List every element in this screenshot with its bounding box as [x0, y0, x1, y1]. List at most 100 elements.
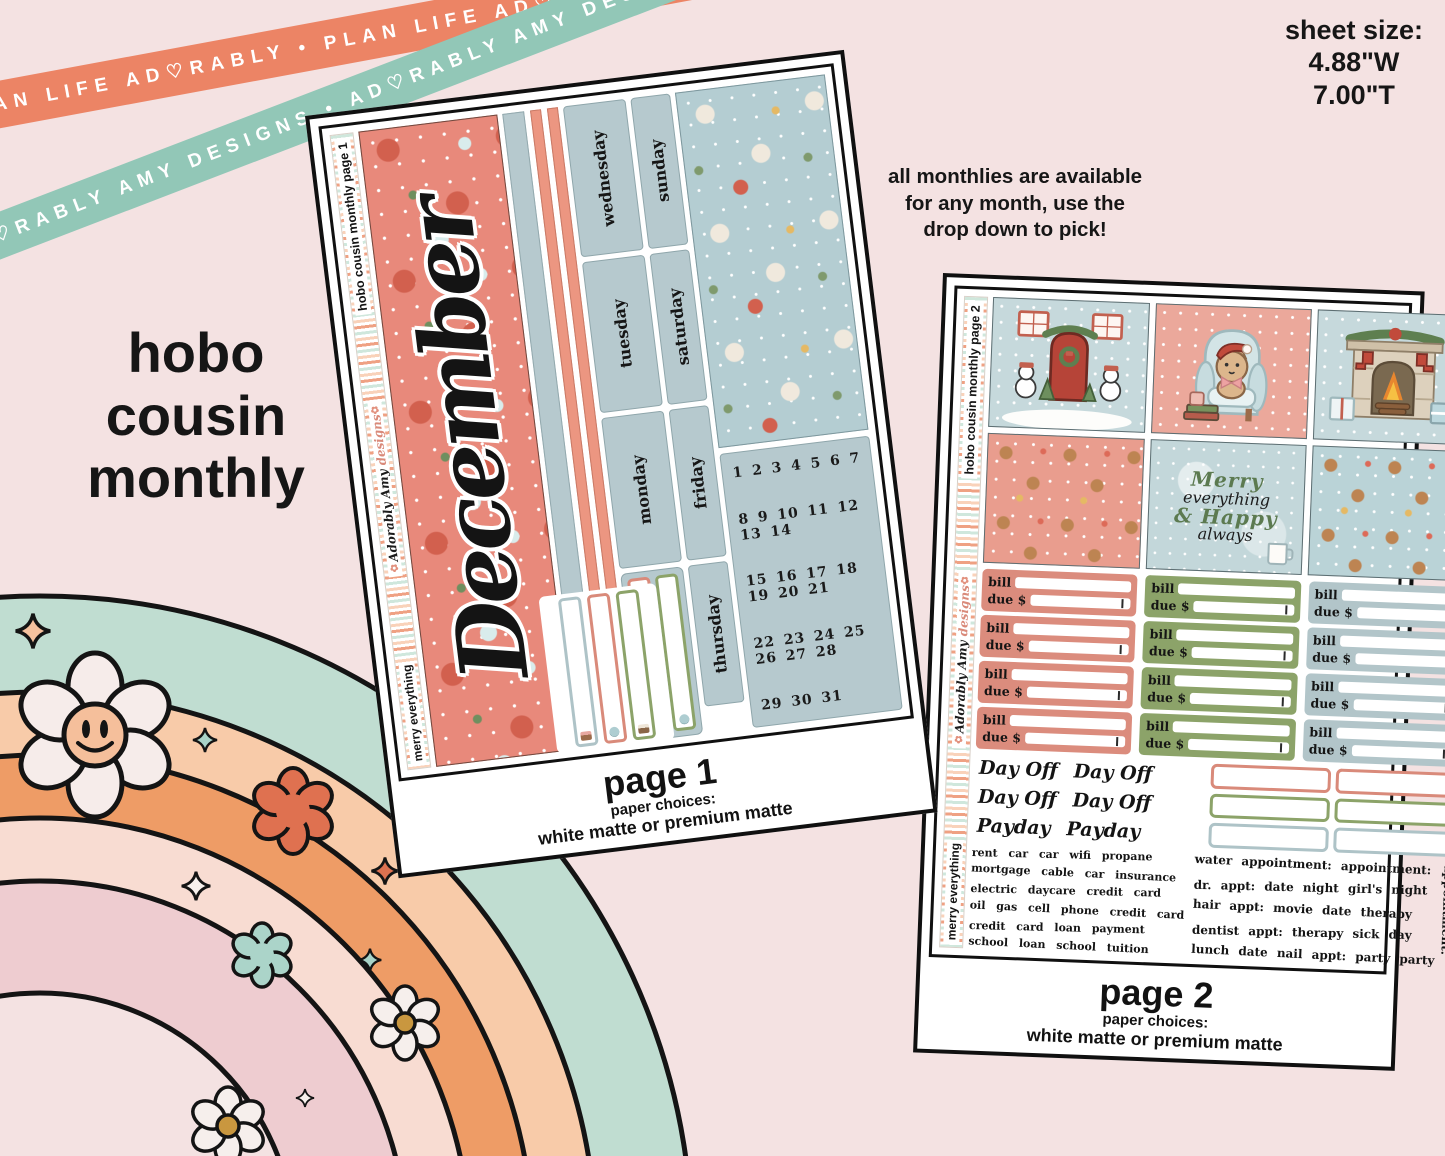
payday-sticker: Payday	[976, 814, 1051, 840]
sheet-size-width: 4.88"W	[1308, 47, 1400, 78]
write-in-line	[1351, 745, 1445, 760]
page2-main-column: Merry everything & Happy always bill due…	[968, 296, 1445, 968]
write-in-line	[1176, 629, 1294, 645]
fireplace-scene-art	[1329, 327, 1445, 425]
brand-suffix: designs	[368, 413, 390, 467]
bill-sticker: bill due $	[1305, 627, 1445, 676]
write-in-line	[1014, 577, 1132, 593]
day-off-sticker: Day Off	[1073, 760, 1153, 786]
calendar-row: 1 2 3 4 5 6 7	[731, 449, 862, 482]
gingerbread-pattern-sticker-pink	[982, 432, 1145, 569]
word-sticker-row: electric daycare credit card	[970, 882, 1162, 901]
write-in-line	[1026, 686, 1128, 702]
appointment-words-block: water appointment: appointment: dr. appt…	[1190, 851, 1438, 968]
cake-icon	[637, 723, 650, 734]
write-in-line	[1354, 653, 1445, 668]
brand-script: Adorably Amy	[375, 468, 401, 563]
write-in-line	[1030, 594, 1132, 610]
page2-sticker-area: hobo cousin monthly page 2 ✿Adorably Amy…	[928, 285, 1445, 975]
quarter-box-sticker	[1335, 768, 1445, 798]
gingerbread-pattern-sticker-blue	[1308, 445, 1445, 582]
flower-icon: ✿	[388, 561, 401, 574]
write-in-line	[1013, 622, 1130, 639]
word-sticker-row: lunch date nail appt: party party	[1190, 941, 1435, 968]
full-box-scene-row	[988, 296, 1445, 446]
teal-flower	[231, 921, 293, 989]
day-off-sticker: Day Off	[1072, 789, 1152, 815]
page2-caption: page 2 paper choices: white matte or pre…	[917, 966, 1394, 1061]
daisy-flower	[191, 1085, 265, 1156]
quarter-box-sticker	[1333, 827, 1445, 858]
product-title: hobo cousin monthly	[28, 321, 364, 510]
bill-column-green: bill due $ bill due $ bill due $ bill	[1139, 575, 1302, 761]
write-in-line	[1189, 692, 1291, 708]
day-label-sticker: wednesday	[562, 98, 644, 258]
write-in-line	[1356, 607, 1445, 622]
festive-door-scene-sticker	[988, 296, 1150, 433]
monthlies-note: all monthlies are available for any mont…	[860, 164, 1170, 244]
title-line: cousin	[105, 383, 287, 447]
fireplace-scene-sticker	[1313, 309, 1445, 446]
date-numbers-sticker: 1 2 3 4 5 6 7 8 9 10 11 12 13 14 15 16 1…	[719, 435, 903, 728]
bill-sticker: bill due $	[1302, 719, 1445, 768]
ornament-icon	[678, 713, 690, 725]
write-in-line	[1024, 732, 1126, 748]
checklist-boxes-group-2	[538, 582, 675, 754]
cake-icon	[579, 730, 592, 742]
quarter-box-sticker	[1210, 763, 1332, 793]
word-sticker-row: mortgage cable car insurance	[970, 861, 1177, 885]
title-line: hobo	[127, 321, 265, 384]
cat-scene-art	[1182, 329, 1268, 422]
page2-sidebar-label: hobo cousin monthly page 2	[961, 300, 984, 479]
sheet-size-label: sheet size:	[1284, 15, 1423, 45]
kit-name-label: merry everything	[943, 839, 964, 944]
word-sticker-section: rent car car wifi propane mortgage cable…	[968, 845, 1445, 968]
quote-sticker: Merry everything & Happy always	[1145, 439, 1308, 576]
sheet-size-note: sheet size: 4.88"W 7.00"T	[1285, 14, 1423, 111]
day-label-sticker: tuesday	[581, 254, 663, 414]
word-sticker-row: dr. appt: date night girl's night	[1193, 877, 1428, 897]
ornament-icon	[608, 726, 620, 738]
write-in-line	[1009, 714, 1127, 731]
bill-sticker: bill due $	[1144, 575, 1302, 623]
bill-column-coral: bill due $ bill due $ bill due $ bill	[975, 568, 1138, 755]
door-scene-art	[1001, 310, 1132, 431]
word-sticker-row: water appointment: appointment:	[1194, 851, 1432, 878]
write-in-line	[1337, 681, 1445, 697]
write-in-line	[1341, 589, 1445, 606]
quarter-box-sticker	[1209, 793, 1331, 823]
pattern-quote-row: Merry everything & Happy always	[982, 432, 1445, 582]
write-in-line	[1191, 646, 1293, 662]
calendar-row: 29 30 31	[760, 687, 844, 714]
smiley-daisy-flower	[18, 650, 172, 820]
flower-icon: ✿	[959, 573, 971, 586]
write-in-line	[1028, 640, 1130, 656]
flower-icon: ✿	[952, 732, 965, 745]
sheet-size-height: 7.00"T	[1313, 79, 1395, 110]
write-in-line	[1353, 699, 1445, 714]
word-sticker-row: rent car car wifi propane	[971, 846, 1153, 864]
day-off-sticker: Day Off	[978, 756, 1059, 782]
write-in-line	[1188, 738, 1289, 754]
bill-sticker: bill due $	[1140, 666, 1298, 715]
kit-name-label: merry everything	[398, 660, 427, 765]
calendar-row: 15 16 17 18 19 20 21	[745, 560, 859, 606]
word-sticker-row: dentist appt: therapy sick day	[1191, 922, 1412, 942]
write-in-line	[1172, 721, 1290, 737]
word-sticker-row: hair appt: movie date therapy	[1192, 896, 1412, 922]
quarter-box-sticker	[1334, 798, 1445, 828]
brand-script: Adorably Amy	[952, 640, 970, 734]
dayoff-payday-row: Day Off Day Off Day Off Day Off Payday P…	[972, 755, 1445, 858]
cocoa-mug-icon	[1267, 542, 1289, 566]
bill-sticker: bill due $	[975, 706, 1133, 755]
bill-sticker: bill due $	[1142, 620, 1300, 669]
rainbow-decoration	[0, 593, 688, 1156]
title-line: monthly	[87, 446, 305, 510]
quarter-box-grid	[1207, 763, 1445, 858]
day-off-sticker: Day Off	[977, 785, 1058, 811]
note-line: all monthlies are available	[887, 165, 1143, 188]
write-in-line	[1339, 635, 1445, 651]
bill-words-block: rent car car wifi propane mortgage cable…	[968, 845, 1187, 957]
word-sticker-row: oil gas cell phone credit card	[969, 897, 1185, 922]
